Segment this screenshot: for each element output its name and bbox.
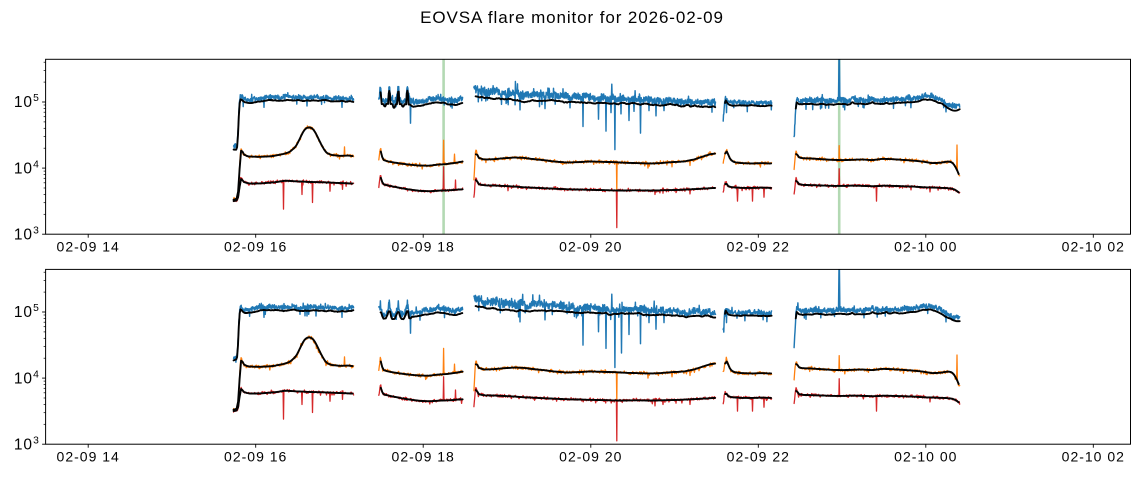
svg-text:02-10 02: 02-10 02: [1062, 238, 1125, 254]
svg-text:02-09 14: 02-09 14: [57, 238, 120, 254]
svg-text:02-09 22: 02-09 22: [727, 448, 790, 464]
svg-text:02-09 18: 02-09 18: [392, 448, 455, 464]
svg-text:105: 105: [14, 93, 40, 111]
svg-text:104: 104: [14, 369, 40, 387]
svg-text:02-09 14: 02-09 14: [57, 448, 120, 464]
svg-text:02-10 00: 02-10 00: [894, 238, 957, 254]
svg-text:103: 103: [14, 435, 40, 453]
svg-text:02-09 16: 02-09 16: [224, 238, 287, 254]
svg-text:02-09 22: 02-09 22: [727, 238, 790, 254]
svg-text:02-09 20: 02-09 20: [559, 448, 622, 464]
svg-text:EOVSA flare monitor for 2026-0: EOVSA flare monitor for 2026-02-09: [420, 8, 724, 27]
svg-text:103: 103: [14, 225, 40, 243]
svg-text:02-10 02: 02-10 02: [1062, 448, 1125, 464]
svg-text:02-09 20: 02-09 20: [559, 238, 622, 254]
svg-text:104: 104: [14, 159, 40, 177]
svg-text:02-09 18: 02-09 18: [392, 238, 455, 254]
svg-text:105: 105: [14, 303, 40, 321]
svg-text:02-10 00: 02-10 00: [894, 448, 957, 464]
svg-text:02-09 16: 02-09 16: [224, 448, 287, 464]
